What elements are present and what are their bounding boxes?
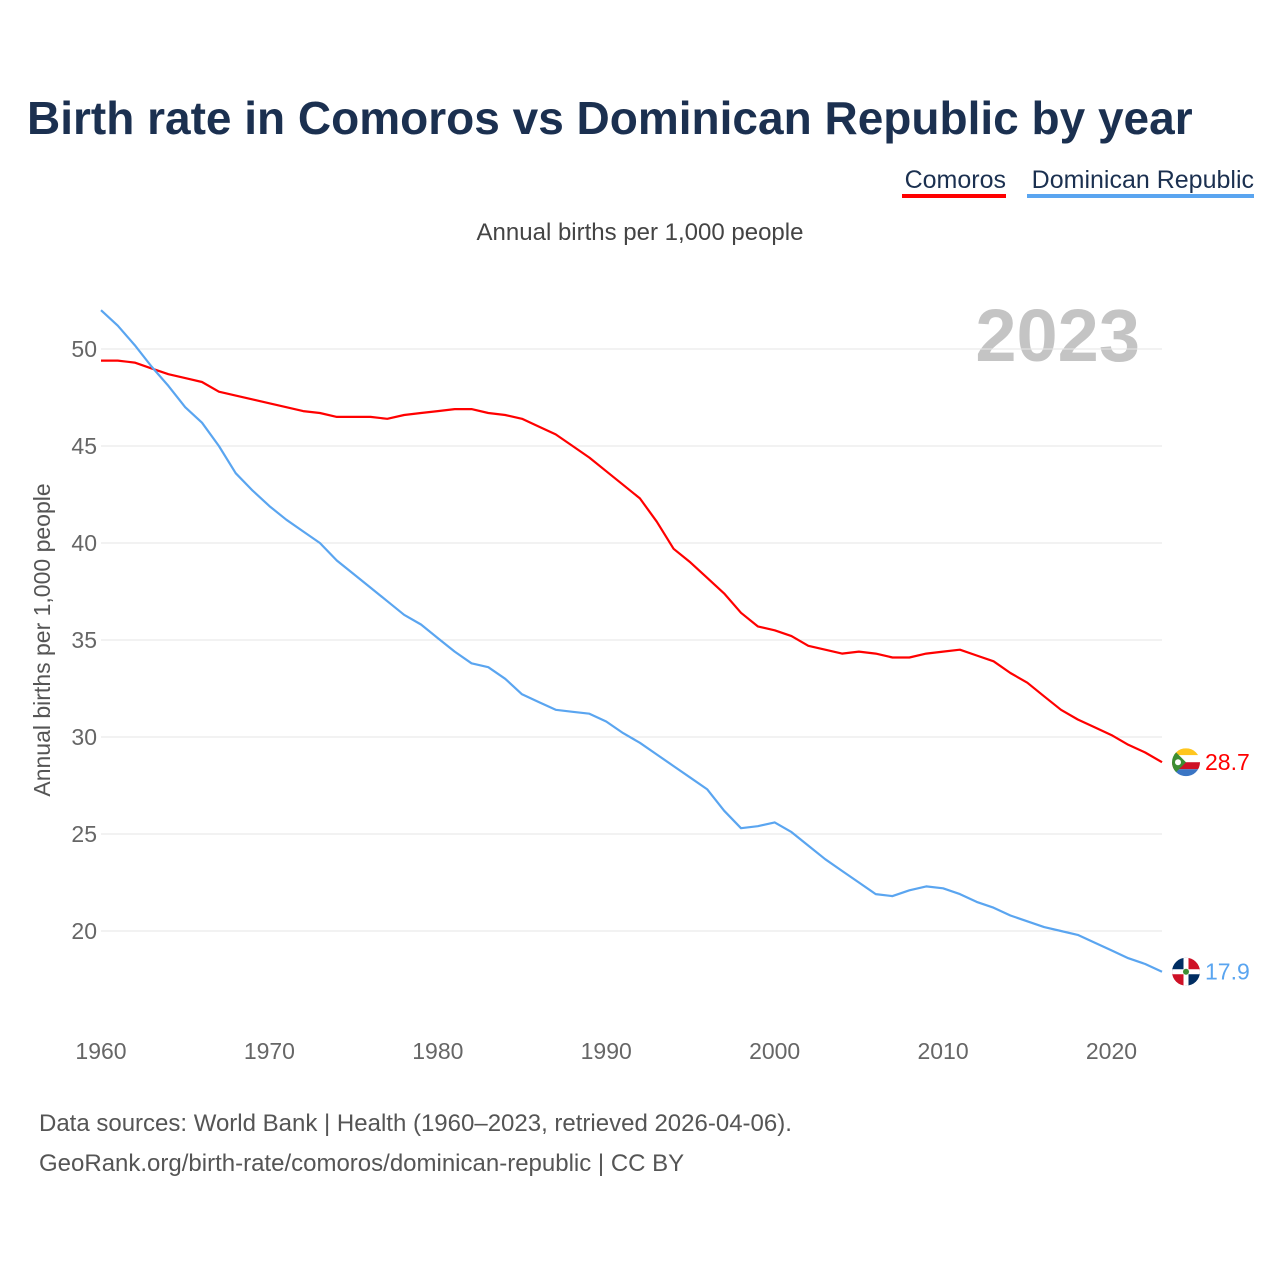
y-tick-label: 40	[71, 530, 97, 556]
x-axis: 1960 1970 1980 1990 2000 2010 2020	[75, 1038, 1137, 1064]
grid	[101, 348, 1162, 932]
footer-source: Data sources: World Bank | Health (1960–…	[39, 1110, 792, 1137]
end-value-label-comoros: 28.7	[1205, 749, 1250, 775]
y-tick-label: 35	[71, 627, 97, 653]
x-tick-label: 1970	[244, 1038, 295, 1064]
flag-body	[1172, 748, 1200, 777]
flag-stripe	[1172, 769, 1200, 777]
y-axis: 20 25 30 35 40 45 50	[71, 336, 97, 944]
legend-item-dominican-republic[interactable]: Dominican Republic	[1027, 166, 1254, 198]
end-value-label-dominican-republic: 17.9	[1205, 959, 1250, 985]
flag-body	[1172, 957, 1200, 986]
flag-icon-comoros	[1172, 748, 1200, 777]
x-tick-label: 1980	[412, 1038, 463, 1064]
series-line-comoros	[101, 359, 1163, 764]
end-markers: 28.7 17.9	[1172, 748, 1250, 986]
flag-icon-dominican-republic	[1172, 957, 1200, 986]
flag-stripe	[1172, 762, 1200, 770]
legend-item-comoros[interactable]: Comoros	[902, 166, 1006, 198]
x-tick-label: 1960	[75, 1038, 126, 1064]
x-tick-label: 2000	[749, 1038, 800, 1064]
flag-stripe	[1172, 748, 1200, 756]
y-tick-label: 25	[71, 821, 97, 847]
y-tick-label: 50	[71, 336, 97, 362]
flag-crescent	[1175, 759, 1181, 766]
chart-title: Birth rate in Comoros vs Dominican Repub…	[27, 92, 1193, 144]
y-axis-label: Annual births per 1,000 people	[29, 483, 55, 796]
legend: Comoros Dominican Republic	[902, 166, 1254, 198]
legend-label-dominican-republic[interactable]: Dominican Republic	[1032, 166, 1254, 194]
x-tick-label: 1990	[581, 1038, 632, 1064]
y-tick-label: 20	[71, 918, 97, 944]
flag-stripe	[1172, 755, 1200, 763]
y-tick-label: 30	[71, 724, 97, 750]
legend-swatch-comoros	[902, 194, 1006, 198]
series-lines	[100, 309, 1163, 973]
chart-subtitle: Annual births per 1,000 people	[477, 219, 804, 246]
legend-swatch-dominican-republic	[1027, 194, 1254, 198]
legend-label-comoros[interactable]: Comoros	[905, 166, 1006, 194]
flag-emblem	[1183, 968, 1189, 975]
year-badge: 2023	[975, 294, 1140, 377]
footer-link[interactable]: GeoRank.org/birth-rate/comoros/dominican…	[39, 1150, 684, 1177]
x-tick-label: 2010	[917, 1038, 968, 1064]
y-tick-label: 45	[71, 433, 97, 459]
series-line-dominican-republic	[100, 309, 1163, 973]
x-tick-label: 2020	[1086, 1038, 1137, 1064]
